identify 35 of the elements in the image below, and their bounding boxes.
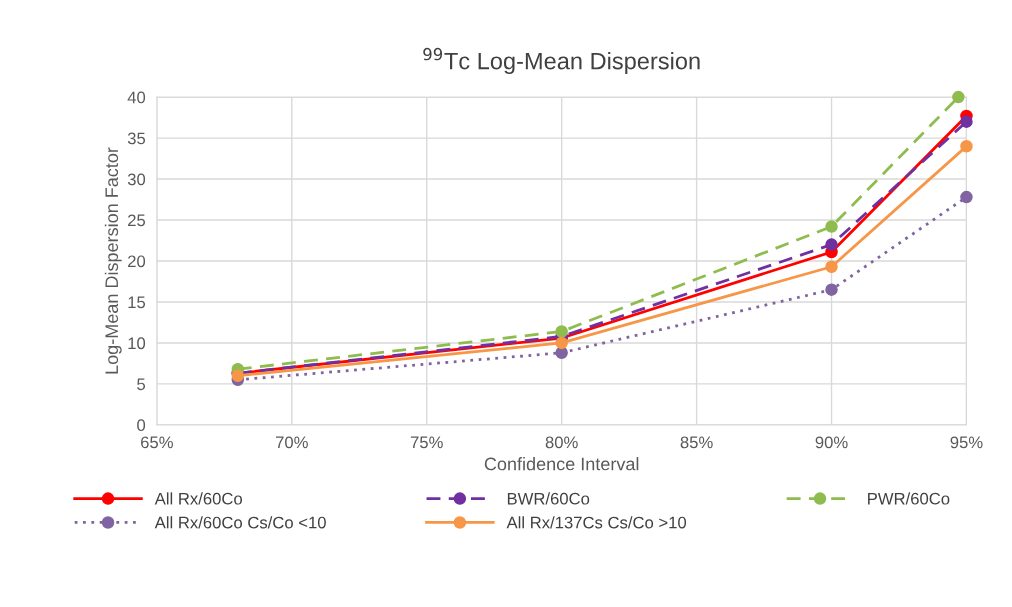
y-tick-label: 40 [127, 91, 146, 104]
legend-label: All Rx/137Cs Cs/Co >10 [506, 516, 687, 529]
point [555, 325, 568, 338]
x-tick-label: 70% [275, 436, 308, 449]
x-tick-label: 90% [815, 436, 848, 449]
x-tick-label: 95% [950, 436, 983, 449]
y-tick-label: 5 [137, 378, 146, 391]
point [825, 220, 838, 233]
point [960, 190, 973, 204]
x-tick-label: 65% [141, 436, 173, 449]
legend-label: PWR/60Co [868, 492, 950, 505]
y-tick-label: 10 [128, 337, 146, 350]
point [960, 140, 973, 153]
y-axis-title: Log-Mean Dispersion Factor [104, 147, 122, 374]
x-tick-label: 85% [680, 436, 713, 449]
x-tick-label: 80% [545, 436, 578, 449]
point [825, 283, 838, 296]
point [825, 238, 838, 251]
point [960, 115, 973, 128]
x-tick-label: 75% [410, 436, 443, 449]
y-tick-label: 35 [127, 132, 146, 145]
point [952, 90, 965, 104]
chart-title: $^{99}$Tc Log-Mean Dispersion [423, 47, 700, 75]
point [825, 260, 838, 273]
point [555, 346, 568, 360]
y-tick-label: 30 [127, 173, 146, 186]
point [555, 336, 568, 350]
x-axis-title: Confidence Interval [484, 457, 639, 471]
legend-label: All Rx/60Co Cs/Co <10 [154, 516, 326, 529]
y-tick-label: 15 [128, 296, 146, 309]
y-tick-label: 20 [128, 255, 146, 268]
legend-label: BWR/60Co [507, 492, 590, 505]
legend-label: All Rx/60Co [154, 492, 243, 505]
y-tick-label: 0 [137, 419, 146, 432]
y-tick-label: 25 [128, 214, 146, 227]
